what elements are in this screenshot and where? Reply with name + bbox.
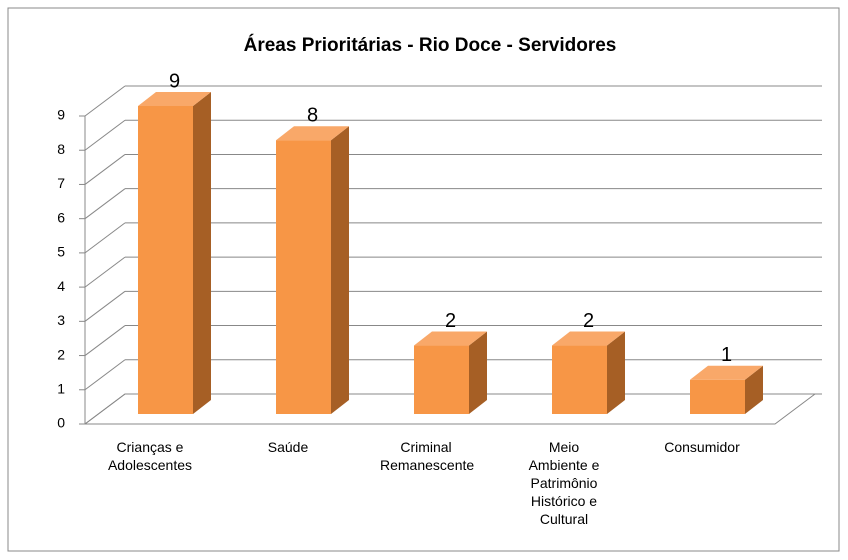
- y-tick-label: 3: [57, 312, 65, 328]
- grid-line: [84, 85, 126, 117]
- x-tick-label: Criminal Remanescente: [380, 439, 475, 473]
- y-tick-label: 2: [57, 346, 65, 362]
- bar: [138, 92, 211, 414]
- y-tick-label: 5: [57, 244, 65, 260]
- bar-side: [607, 331, 625, 414]
- bar-front: [138, 106, 193, 414]
- grid-line: [84, 325, 126, 356]
- grid-line: [84, 222, 126, 254]
- bar-front: [276, 140, 331, 414]
- grid-line: [84, 188, 126, 220]
- bar-top: [414, 331, 487, 346]
- value-label: 8: [307, 105, 318, 127]
- grid-line: [84, 256, 126, 288]
- value-label: 9: [169, 70, 180, 92]
- bar-top: [552, 331, 625, 346]
- grid-line: [84, 119, 126, 151]
- y-tick-label: 4: [57, 278, 65, 294]
- chart-title: Áreas Prioritárias - Rio Doce - Servidor…: [244, 34, 617, 56]
- y-tick-label: 1: [57, 380, 65, 396]
- x-tick-label: Meio Ambiente e Patrimônio Histórico e C…: [528, 439, 600, 527]
- bar-top: [138, 92, 211, 106]
- bar-front: [552, 345, 607, 414]
- grid-line: [84, 359, 126, 391]
- bar-side: [469, 331, 487, 414]
- grid-line: [84, 393, 126, 425]
- bar-side: [745, 365, 763, 414]
- grid-line: [84, 154, 126, 185]
- y-tick-label: 0: [57, 415, 65, 431]
- x-tick-label: Saúde: [267, 439, 309, 455]
- bar: [414, 331, 487, 414]
- value-label: 2: [583, 310, 594, 332]
- bar: [690, 365, 763, 414]
- y-tick-label: 8: [57, 141, 65, 157]
- bar-top: [276, 126, 349, 141]
- bar-side: [193, 92, 211, 414]
- y-tick-label: 6: [57, 209, 65, 225]
- bar: [276, 126, 349, 414]
- bar-front: [414, 345, 469, 414]
- grid-line: [84, 290, 126, 322]
- x-tick-label: Crianças e Adolescentes: [107, 439, 193, 473]
- bar-side: [331, 126, 349, 414]
- y-tick-label: 9: [57, 107, 65, 123]
- value-label: 2: [445, 310, 456, 332]
- bar: [552, 331, 625, 414]
- x-tick-label: Consumidor: [664, 439, 740, 455]
- bar-top: [690, 365, 763, 380]
- y-tick-label: 7: [57, 175, 65, 191]
- value-label: 1: [721, 344, 732, 366]
- bar-front: [690, 379, 745, 414]
